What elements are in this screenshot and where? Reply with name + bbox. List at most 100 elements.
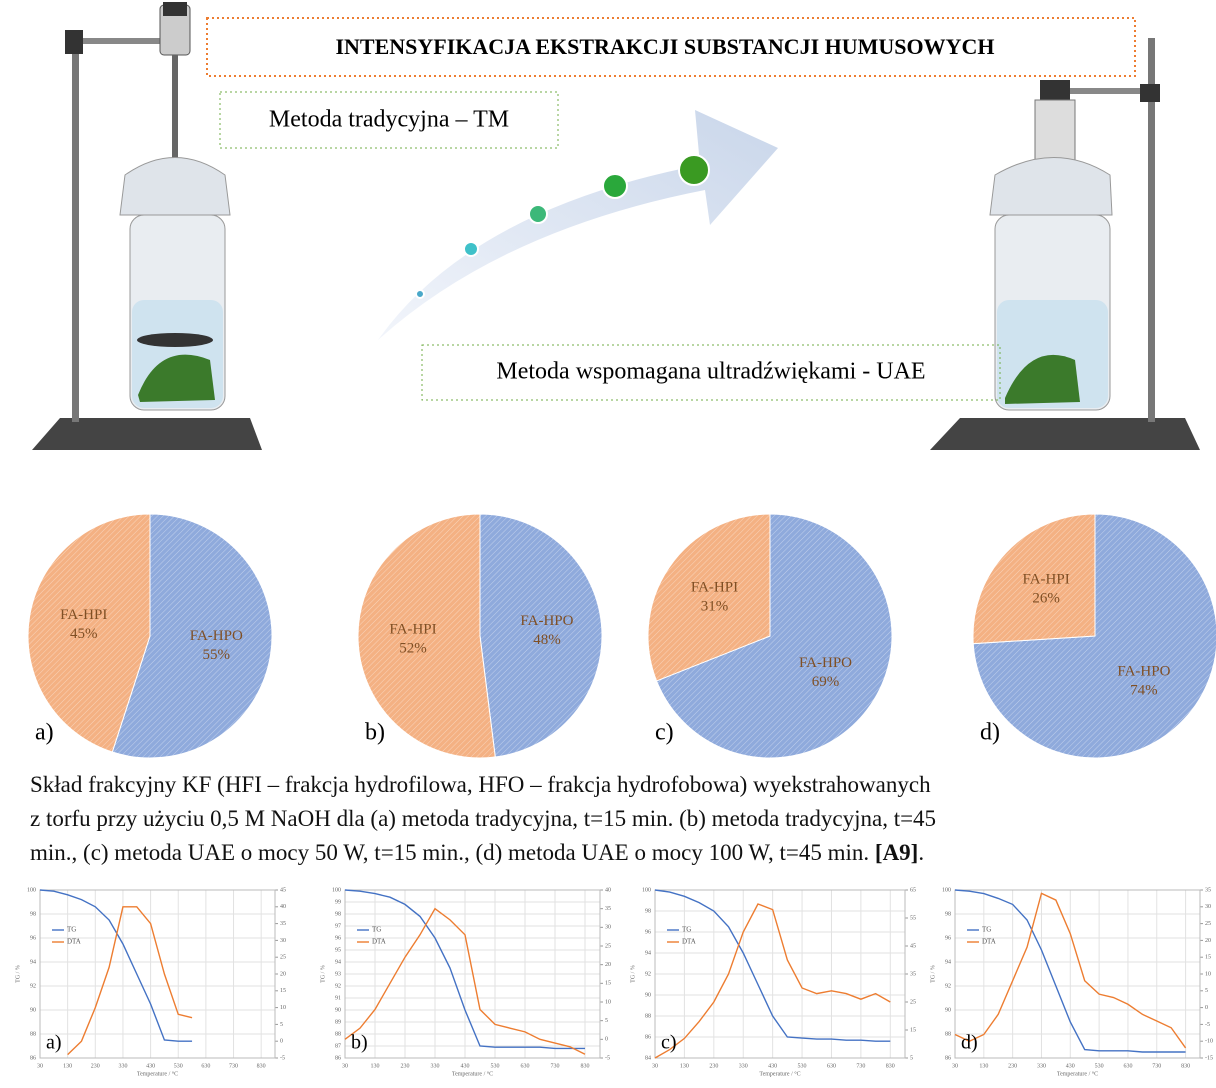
x-tick-label: 830 <box>886 1063 895 1069</box>
y2-tick-label: 5 <box>605 1018 608 1024</box>
y-tick-label: 96 <box>335 935 341 941</box>
figure-canvas: INTENSYFIKACJA EKSTRAKCJI SUBSTANCJI HUM… <box>0 0 1216 1088</box>
y-tick-label: 88 <box>645 1013 651 1019</box>
x-tick-label: 330 <box>1037 1063 1046 1069</box>
slice-value-label: 74% <box>1130 682 1158 698</box>
x-tick-label: 530 <box>1095 1063 1104 1069</box>
y2-tick-label: -10 <box>1205 1039 1213 1045</box>
y2-tick-label: 40 <box>280 904 286 910</box>
slice-category: FA-HPI <box>691 580 738 596</box>
x-tick-label: 230 <box>709 1063 718 1069</box>
x-tick-label: 630 <box>201 1063 210 1069</box>
x-tick-label: 630 <box>521 1063 530 1069</box>
y2-tick-label: 35 <box>910 971 916 977</box>
x-tick-label: 30 <box>37 1063 43 1069</box>
y2-tick-label: 30 <box>280 938 286 944</box>
y-tick-label: 96 <box>645 929 651 935</box>
y2-tick-label: -5 <box>280 1055 285 1061</box>
y-axis-label: TG / % <box>930 965 936 983</box>
y-tick-label: 91 <box>335 995 341 1001</box>
x-tick-label: 730 <box>229 1063 238 1069</box>
x-tick-label: 730 <box>856 1063 865 1069</box>
y2-tick-label: 30 <box>1205 904 1211 910</box>
dot <box>529 205 547 223</box>
x-tick-label: 130 <box>680 1063 689 1069</box>
figure: INTENSYFIKACJA EKSTRAKCJI SUBSTANCJI HUM… <box>0 0 1216 1088</box>
x-tick-label: 230 <box>1008 1063 1017 1069</box>
y2-tick-label: 15 <box>605 981 611 987</box>
y2-tick-label: 35 <box>605 906 611 912</box>
x-axis-label: Temperature / °C <box>1057 1070 1098 1077</box>
x-tick-label: 230 <box>401 1063 410 1069</box>
legend-label: DTA <box>372 938 386 946</box>
y-tick-label: 96 <box>30 935 36 941</box>
panel-label: c) <box>661 1032 677 1054</box>
x-tick-label: 130 <box>371 1063 380 1069</box>
y2-tick-label: 20 <box>1205 938 1211 944</box>
slice-category: FA-HPO <box>799 655 852 671</box>
x-tick-label: 630 <box>1123 1063 1132 1069</box>
y-tick-label: 96 <box>945 935 951 941</box>
y-tick-label: 93 <box>335 971 341 977</box>
y2-tick-label: 30 <box>605 925 611 931</box>
y2-tick-label: 25 <box>1205 921 1211 927</box>
y-tick-label: 98 <box>945 911 951 917</box>
legend-label: TG <box>982 926 991 934</box>
y-tick-label: 100 <box>942 887 951 893</box>
panel-label: d) <box>961 1032 978 1054</box>
slice-value-label: 69% <box>812 674 840 690</box>
y-tick-label: 86 <box>30 1055 36 1061</box>
caption-end: . <box>918 840 924 865</box>
y2-tick-label: 40 <box>605 887 611 893</box>
caption-text: min., (c) metoda UAE o mocy 50 W, t=15 m… <box>30 840 869 865</box>
dot <box>464 242 478 256</box>
panel-label: a) <box>35 720 54 746</box>
y-tick-label: 92 <box>30 983 36 989</box>
y2-tick-label: 45 <box>280 887 286 893</box>
panel-label: b) <box>351 1032 368 1054</box>
y2-tick-label: 15 <box>910 1027 916 1033</box>
y2-tick-label: 10 <box>605 999 611 1005</box>
dot <box>603 174 627 198</box>
y-tick-label: 98 <box>30 911 36 917</box>
y2-tick-label: 20 <box>280 971 286 977</box>
x-tick-label: 330 <box>739 1063 748 1069</box>
slice-category: FA-HPO <box>190 628 243 644</box>
y-tick-label: 94 <box>945 959 951 965</box>
slice-value-label: 26% <box>1032 591 1060 607</box>
x-tick-label: 430 <box>768 1063 777 1069</box>
x-tick-label: 730 <box>1152 1063 1161 1069</box>
slice-category: FA-HPI <box>1022 572 1069 588</box>
y-tick-label: 94 <box>335 959 341 965</box>
x-tick-label: 330 <box>118 1063 127 1069</box>
slice-value-label: 31% <box>701 599 729 615</box>
legend-label: DTA <box>67 938 81 946</box>
y-axis-label: TG / % <box>320 965 326 983</box>
y2-tick-label: 5 <box>910 1055 913 1061</box>
caption-line: min., (c) metoda UAE o mocy 50 W, t=15 m… <box>30 840 924 866</box>
y2-tick-label: 15 <box>1205 955 1211 961</box>
x-tick-label: 30 <box>952 1063 958 1069</box>
x-axis-label: Temperature / °C <box>759 1070 800 1077</box>
x-tick-label: 830 <box>257 1063 266 1069</box>
y-tick-label: 94 <box>30 959 36 965</box>
y-axis-label: TG / % <box>15 965 21 983</box>
y-tick-label: 95 <box>335 947 341 953</box>
y2-tick-label: 55 <box>910 915 916 921</box>
slice-value-label: 55% <box>203 647 231 663</box>
y2-tick-label: 10 <box>280 1005 286 1011</box>
y2-tick-label: 0 <box>280 1039 283 1045</box>
y-tick-label: 87 <box>335 1043 341 1049</box>
y-tick-label: 99 <box>335 899 341 905</box>
header-title: INTENSYFIKACJA EKSTRAKCJI SUBSTANCJI HUM… <box>335 34 994 59</box>
slice-category: FA-HPI <box>60 607 107 623</box>
y-tick-label: 88 <box>30 1031 36 1037</box>
y2-tick-label: 65 <box>910 887 916 893</box>
y-tick-label: 100 <box>27 887 36 893</box>
y2-tick-label: 10 <box>1205 971 1211 977</box>
dot <box>679 155 709 185</box>
plot-frame <box>40 890 275 1058</box>
y-tick-label: 94 <box>645 950 651 956</box>
y-tick-label: 98 <box>335 911 341 917</box>
y2-tick-label: 25 <box>280 955 286 961</box>
